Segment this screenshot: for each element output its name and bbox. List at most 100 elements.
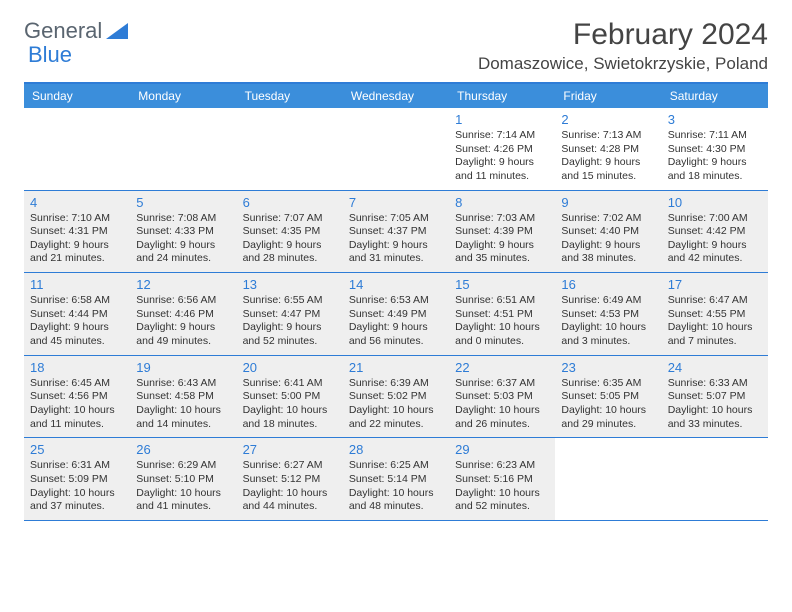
day-cell: 8 Sunrise: 7:03 AMSunset: 4:39 PMDaylight… [449, 191, 555, 273]
day-info: Sunrise: 6:35 AMSunset: 5:05 PMDaylight:… [561, 377, 655, 432]
sunset-text: Sunset: 4:33 PM [136, 225, 230, 239]
sunrise-text: Sunrise: 6:51 AM [455, 294, 549, 308]
day-number: 12 [136, 277, 230, 292]
day-cell: 15 Sunrise: 6:51 AMSunset: 4:51 PMDayligh… [449, 273, 555, 355]
daylight-text: Daylight: 9 hours and 11 minutes. [455, 156, 549, 183]
sunset-text: Sunset: 5:05 PM [561, 390, 655, 404]
day-number: 28 [349, 442, 443, 457]
day-info: Sunrise: 7:11 AMSunset: 4:30 PMDaylight:… [668, 129, 762, 184]
day-info: Sunrise: 7:03 AMSunset: 4:39 PMDaylight:… [455, 212, 549, 267]
sunset-text: Sunset: 5:16 PM [455, 473, 549, 487]
day-info: Sunrise: 6:33 AMSunset: 5:07 PMDaylight:… [668, 377, 762, 432]
week-row: 1Sunrise: 7:14 AMSunset: 4:26 PMDaylight… [24, 108, 768, 191]
day-info: Sunrise: 6:23 AMSunset: 5:16 PMDaylight:… [455, 459, 549, 514]
daylight-text: Daylight: 10 hours and 48 minutes. [349, 487, 443, 514]
day-cell: 5Sunrise: 7:08 AMSunset: 4:33 PMDaylight… [130, 191, 236, 273]
daylight-text: Daylight: 10 hours and 26 minutes. [455, 404, 549, 431]
day-info: Sunrise: 7:08 AMSunset: 4:33 PMDaylight:… [136, 212, 230, 267]
day-cell: 22Sunrise: 6:37 AMSunset: 5:03 PMDayligh… [449, 356, 555, 438]
daylight-text: Daylight: 10 hours and 44 minutes. [243, 487, 337, 514]
daylight-text: Daylight: 9 hours and 35 minutes. [455, 239, 549, 266]
daylight-text: Daylight: 10 hours and 7 minutes. [668, 321, 762, 348]
daylight-text: Daylight: 9 hours and 49 minutes. [136, 321, 230, 348]
sunset-text: Sunset: 4:30 PM [668, 143, 762, 157]
day-cell: 14Sunrise: 6:53 AMSunset: 4:49 PMDayligh… [343, 273, 449, 355]
daylight-text: Daylight: 9 hours and 18 minutes. [668, 156, 762, 183]
sunset-text: Sunset: 5:12 PM [243, 473, 337, 487]
day-cell: 11Sunrise: 6:58 AMSunset: 4:44 PMDayligh… [24, 273, 130, 355]
sunrise-text: Sunrise: 6:47 AM [668, 294, 762, 308]
sunset-text: Sunset: 4:40 PM [561, 225, 655, 239]
day-cell: 28 Sunrise: 6:25 AMSunset: 5:14 PMDayligh… [343, 438, 449, 520]
sunset-text: Sunset: 4:42 PM [668, 225, 762, 239]
sunrise-text: Sunrise: 7:11 AM [668, 129, 762, 143]
day-cell [24, 108, 130, 190]
day-cell: 1Sunrise: 7:14 AMSunset: 4:26 PMDaylight… [449, 108, 555, 190]
day-cell: 13 Sunrise: 6:55 AMSunset: 4:47 PMDayligh… [237, 273, 343, 355]
daylight-text: Daylight: 9 hours and 45 minutes. [30, 321, 124, 348]
logo-text-blue: Blue [28, 42, 72, 68]
day-number: 24 [668, 360, 762, 375]
day-number: 1 [455, 112, 549, 127]
sunrise-text: Sunrise: 6:29 AM [136, 459, 230, 473]
sunrise-text: Sunrise: 6:55 AM [243, 294, 337, 308]
logo-text-general: General [24, 18, 102, 44]
daylight-text: Daylight: 10 hours and 18 minutes. [243, 404, 337, 431]
sunset-text: Sunset: 4:47 PM [243, 308, 337, 322]
sunrise-text: Sunrise: 6:41 AM [243, 377, 337, 391]
sunset-text: Sunset: 4:31 PM [30, 225, 124, 239]
day-cell: 3Sunrise: 7:11 AMSunset: 4:30 PMDaylight… [662, 108, 768, 190]
sunrise-text: Sunrise: 7:10 AM [30, 212, 124, 226]
sunrise-text: Sunrise: 6:56 AM [136, 294, 230, 308]
sunrise-text: Sunrise: 7:07 AM [243, 212, 337, 226]
daylight-text: Daylight: 10 hours and 41 minutes. [136, 487, 230, 514]
week-row: 18Sunrise: 6:45 AMSunset: 4:56 PMDayligh… [24, 356, 768, 439]
logo-triangle-icon [106, 23, 128, 39]
sunset-text: Sunset: 4:49 PM [349, 308, 443, 322]
day-header-monday: Monday [130, 84, 236, 108]
day-info: Sunrise: 7:02 AMSunset: 4:40 PMDaylight:… [561, 212, 655, 267]
day-cell: 29Sunrise: 6:23 AMSunset: 5:16 PMDayligh… [449, 438, 555, 520]
daylight-text: Daylight: 10 hours and 22 minutes. [349, 404, 443, 431]
day-info: Sunrise: 6:51 AMSunset: 4:51 PMDaylight:… [455, 294, 549, 349]
daylight-text: Daylight: 9 hours and 52 minutes. [243, 321, 337, 348]
logo: General [24, 18, 130, 44]
day-cell: 27Sunrise: 6:27 AMSunset: 5:12 PMDayligh… [237, 438, 343, 520]
day-header-tuesday: Tuesday [237, 84, 343, 108]
sunrise-text: Sunrise: 6:58 AM [30, 294, 124, 308]
day-info: Sunrise: 6:31 AMSunset: 5:09 PMDaylight:… [30, 459, 124, 514]
month-title: February 2024 [478, 18, 768, 52]
day-number: 18 [30, 360, 124, 375]
location-text: Domaszowice, Swietokrzyskie, Poland [478, 54, 768, 74]
day-number: 7 [349, 195, 443, 210]
day-info: Sunrise: 6:58 AMSunset: 4:44 PMDaylight:… [30, 294, 124, 349]
sunset-text: Sunset: 4:35 PM [243, 225, 337, 239]
sunset-text: Sunset: 4:51 PM [455, 308, 549, 322]
day-number: 8 [455, 195, 549, 210]
daylight-text: Daylight: 9 hours and 56 minutes. [349, 321, 443, 348]
day-number: 23 [561, 360, 655, 375]
day-cell: 4Sunrise: 7:10 AMSunset: 4:31 PMDaylight… [24, 191, 130, 273]
daylight-text: Daylight: 10 hours and 14 minutes. [136, 404, 230, 431]
day-cell: 16Sunrise: 6:49 AMSunset: 4:53 PMDayligh… [555, 273, 661, 355]
daylight-text: Daylight: 10 hours and 33 minutes. [668, 404, 762, 431]
week-row: 4Sunrise: 7:10 AMSunset: 4:31 PMDaylight… [24, 191, 768, 274]
day-number: 13 [243, 277, 337, 292]
sunset-text: Sunset: 4:55 PM [668, 308, 762, 322]
day-info: Sunrise: 7:07 AMSunset: 4:35 PMDaylight:… [243, 212, 337, 267]
sunset-text: Sunset: 5:09 PM [30, 473, 124, 487]
day-info: Sunrise: 6:29 AMSunset: 5:10 PMDaylight:… [136, 459, 230, 514]
sunset-text: Sunset: 5:10 PM [136, 473, 230, 487]
day-cell: 21Sunrise: 6:39 AMSunset: 5:02 PMDayligh… [343, 356, 449, 438]
day-cell [662, 438, 768, 520]
daylight-text: Daylight: 9 hours and 21 minutes. [30, 239, 124, 266]
day-cell: 6Sunrise: 7:07 AMSunset: 4:35 PMDaylight… [237, 191, 343, 273]
daylight-text: Daylight: 9 hours and 38 minutes. [561, 239, 655, 266]
day-number: 2 [561, 112, 655, 127]
day-number: 15 [455, 277, 549, 292]
day-info: Sunrise: 6:47 AMSunset: 4:55 PMDaylight:… [668, 294, 762, 349]
daylight-text: Daylight: 9 hours and 31 minutes. [349, 239, 443, 266]
day-cell: 17Sunrise: 6:47 AMSunset: 4:55 PMDayligh… [662, 273, 768, 355]
day-info: Sunrise: 6:25 AMSunset: 5:14 PMDaylight:… [349, 459, 443, 514]
daylight-text: Daylight: 10 hours and 37 minutes. [30, 487, 124, 514]
